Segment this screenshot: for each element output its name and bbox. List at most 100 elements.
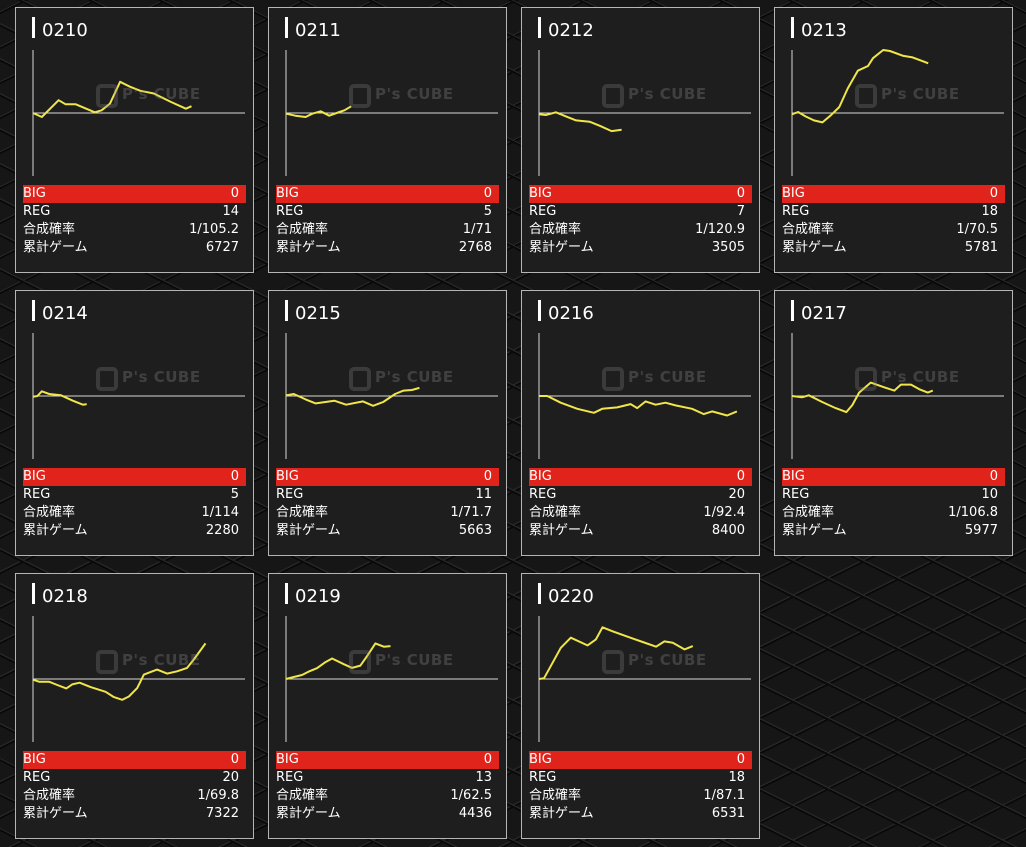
machine-card-0216[interactable]: 0216 P's CUBE BIG 0 REG 20 合成確率 1/92.4 累… — [521, 290, 760, 556]
reg-value: 5 — [230, 487, 239, 502]
big-row: BIG 0 — [529, 185, 752, 203]
machine-card-0217[interactable]: 0217 P's CUBE BIG 0 REG 10 合成確率 1/106.8 … — [774, 290, 1013, 556]
big-label: BIG — [529, 186, 552, 201]
title-marker — [285, 300, 288, 321]
slump-graph — [32, 50, 245, 176]
big-label: BIG — [529, 752, 552, 767]
reg-value: 13 — [475, 770, 492, 785]
series-line — [32, 642, 207, 701]
slump-graph — [791, 333, 1004, 459]
machine-card-0211[interactable]: 0211 P's CUBE BIG 0 REG 5 合成確率 1/71 累計ゲー… — [268, 7, 507, 273]
reg-row: REG 10 — [782, 486, 1005, 504]
rate-label: 合成確率 — [782, 505, 835, 520]
big-value: 0 — [736, 752, 745, 767]
watermark-text: P's CUBE — [881, 85, 960, 103]
machine-card-0218[interactable]: 0218 P's CUBE BIG 0 REG 20 合成確率 1/69.8 累… — [15, 573, 254, 839]
watermark-text: P's CUBE — [375, 651, 454, 669]
title-marker — [32, 17, 35, 38]
machine-card-0214[interactable]: 0214 P's CUBE BIG 0 REG 5 合成確率 1/114 累計ゲ… — [15, 290, 254, 556]
reg-row: REG 5 — [23, 486, 246, 504]
reg-value: 10 — [981, 487, 998, 502]
series-line — [791, 381, 934, 414]
machine-number: 0219 — [295, 586, 341, 607]
reg-row: REG 20 — [529, 486, 752, 504]
games-label: 累計ゲーム — [276, 240, 341, 255]
rate-row: 合成確率 1/71 — [276, 221, 499, 239]
rate-row: 合成確率 1/69.8 — [23, 787, 246, 805]
games-row: 累計ゲーム 4436 — [276, 805, 499, 823]
machine-card-0210[interactable]: 0210 P's CUBE BIG 0 REG 14 合成確率 1/105.2 … — [15, 7, 254, 273]
games-label: 累計ゲーム — [529, 523, 594, 538]
rate-row: 合成確率 1/71.7 — [276, 504, 499, 522]
rate-label: 合成確率 — [276, 505, 329, 520]
machine-number: 0217 — [801, 303, 847, 324]
reg-value: 7 — [736, 204, 745, 219]
title-marker — [285, 583, 288, 604]
series-line — [791, 49, 929, 124]
games-value: 2768 — [458, 240, 492, 255]
watermark-text: P's CUBE — [628, 651, 707, 669]
cube-icon — [855, 84, 877, 108]
title-marker — [538, 17, 541, 38]
title-marker — [791, 17, 794, 38]
machine-card-0215[interactable]: 0215 P's CUBE BIG 0 REG 11 合成確率 1/71.7 累… — [268, 290, 507, 556]
machine-number: 0220 — [548, 586, 594, 607]
machine-number: 0210 — [42, 20, 88, 41]
machine-card-0219[interactable]: 0219 P's CUBE BIG 0 REG 13 合成確率 1/62.5 累… — [268, 573, 507, 839]
reg-row: REG 18 — [782, 203, 1005, 221]
big-label: BIG — [782, 469, 805, 484]
games-value: 4436 — [458, 806, 492, 821]
big-value: 0 — [230, 752, 239, 767]
rate-label: 合成確率 — [529, 505, 582, 520]
title-marker — [538, 300, 541, 321]
reg-value: 5 — [483, 204, 492, 219]
games-row: 累計ゲーム 5781 — [782, 239, 1005, 257]
games-label: 累計ゲーム — [529, 806, 594, 821]
machine-card-0212[interactable]: 0212 P's CUBE BIG 0 REG 7 合成確率 1/120.9 累… — [521, 7, 760, 273]
slump-graph — [285, 333, 498, 459]
rate-value: 1/87.1 — [703, 788, 745, 803]
watermark-text: P's CUBE — [375, 85, 454, 103]
series-line — [539, 395, 738, 417]
reg-label: REG — [529, 204, 557, 219]
big-row: BIG 0 — [23, 185, 246, 203]
rate-row: 合成確率 1/106.8 — [782, 504, 1005, 522]
watermark-text: P's CUBE — [881, 368, 960, 386]
games-label: 累計ゲーム — [23, 523, 88, 538]
machine-number: 0212 — [548, 20, 594, 41]
big-row: BIG 0 — [782, 468, 1005, 486]
reg-label: REG — [529, 770, 557, 785]
rate-label: 合成確率 — [23, 222, 76, 237]
rate-value: 1/62.5 — [450, 788, 492, 803]
slump-graph — [32, 333, 245, 459]
games-value: 8400 — [711, 523, 745, 538]
reg-row: REG 11 — [276, 486, 499, 504]
rate-row: 合成確率 1/87.1 — [529, 787, 752, 805]
pscube-watermark-logo: P's CUBE — [349, 80, 459, 114]
title-marker — [32, 300, 35, 321]
games-value: 5663 — [458, 523, 492, 538]
rate-value: 1/105.2 — [189, 222, 239, 237]
title-marker — [285, 17, 288, 38]
reg-label: REG — [276, 204, 304, 219]
watermark-text: P's CUBE — [375, 368, 454, 386]
rate-label: 合成確率 — [23, 505, 76, 520]
rate-row: 合成確率 1/120.9 — [529, 221, 752, 239]
games-row: 累計ゲーム 3505 — [529, 239, 752, 257]
machine-card-0213[interactable]: 0213 P's CUBE BIG 0 REG 18 合成確率 1/70.5 累… — [774, 7, 1013, 273]
big-row: BIG 0 — [23, 751, 246, 769]
machine-card-0220[interactable]: 0220 P's CUBE BIG 0 REG 18 合成確率 1/87.1 累… — [521, 573, 760, 839]
reg-row: REG 13 — [276, 769, 499, 787]
rate-label: 合成確率 — [23, 788, 76, 803]
cube-icon — [602, 84, 624, 108]
games-row: 累計ゲーム 6727 — [23, 239, 246, 257]
machine-number: 0215 — [295, 303, 341, 324]
reg-value: 11 — [475, 487, 492, 502]
big-row: BIG 0 — [529, 468, 752, 486]
big-label: BIG — [782, 186, 805, 201]
reg-row: REG 5 — [276, 203, 499, 221]
series-line — [538, 111, 622, 133]
cube-icon — [96, 367, 118, 391]
watermark-text: P's CUBE — [122, 368, 201, 386]
pscube-watermark-logo: P's CUBE — [349, 363, 459, 397]
